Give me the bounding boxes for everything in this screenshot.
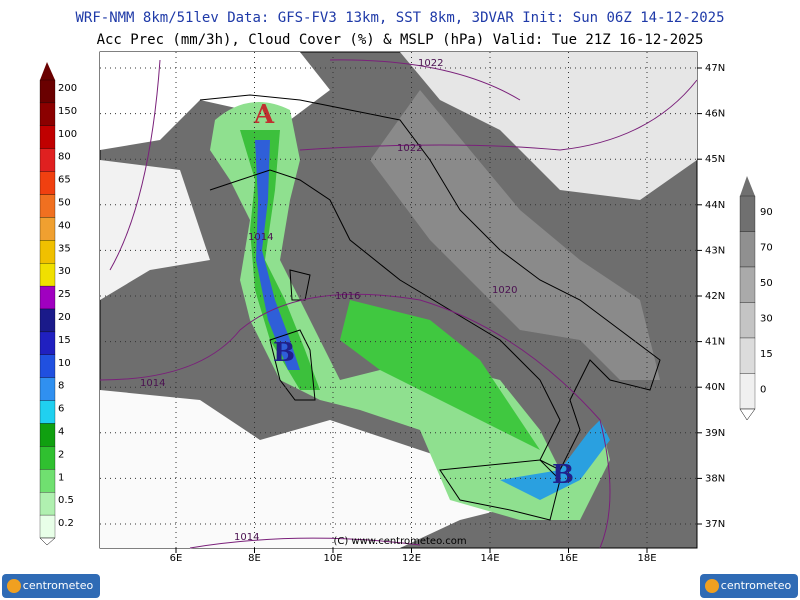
header-line: WRF-NMM 8km/51lev Data: GFS-FV3 13km, SS…: [75, 10, 724, 26]
colorbar-label: 10: [58, 358, 71, 369]
logo-text: centrometeo: [721, 579, 792, 592]
colorbar-label: 50: [58, 198, 71, 209]
lat-label: 46N: [705, 109, 725, 120]
colorbar-label: 200: [58, 83, 77, 94]
lat-label: 44N: [705, 200, 725, 211]
header-line: Acc Prec (mm/3h), Cloud Cover (%) & MSLP…: [97, 32, 704, 48]
isobar-label: 1014: [248, 232, 273, 243]
isobar-label: 1022: [397, 143, 422, 154]
cloudbar-tip: [740, 176, 755, 196]
cloudbar-cell: [739, 195, 756, 232]
cloudbar-label: 15: [760, 349, 773, 360]
isobar-label: 1014: [140, 378, 165, 389]
low-pressure: B: [552, 460, 574, 490]
lat-label: 38N: [705, 473, 725, 484]
lat-label: 43N: [705, 245, 725, 256]
colorbar-cell: [39, 423, 56, 447]
lon-label: 16E: [559, 553, 578, 564]
colorbar-cell: [39, 194, 56, 218]
cloudbar-cell: [739, 373, 756, 410]
colorbar-cell: [39, 377, 56, 401]
colorbar-cell: [39, 308, 56, 333]
colorbar-cell: [39, 354, 56, 378]
colorbar-label: 2: [58, 449, 64, 460]
cloudbar-tip: [739, 408, 756, 421]
colorbar-label: 25: [58, 289, 71, 300]
colorbar-label: 15: [58, 335, 71, 346]
lon-label: 12E: [402, 553, 421, 564]
colorbar-label: 80: [58, 152, 71, 163]
colorbar-cell: [39, 171, 56, 195]
lon-label: 8E: [248, 553, 261, 564]
cloudbar-cell: [739, 302, 756, 339]
cloudbar-label: 0: [760, 385, 766, 396]
colorbar-label: 0.2: [58, 518, 74, 529]
lon-label: 18E: [637, 553, 656, 564]
lat-label: 42N: [705, 291, 725, 302]
lat-label: 41N: [705, 337, 725, 348]
colorbar-cell: [39, 469, 56, 493]
colorbar-cell: [39, 492, 56, 516]
colorbar-label: 4: [58, 427, 64, 438]
colorbar-label: 0.5: [58, 495, 74, 506]
logo-text: centrometeo: [23, 579, 94, 592]
low-pressure: B: [273, 338, 295, 368]
lat-label: 45N: [705, 154, 725, 165]
lat-label: 37N: [705, 519, 725, 530]
cloudbar-label: 50: [760, 278, 773, 289]
colorbar-label: 6: [58, 404, 64, 415]
colorbar-cell: [39, 331, 56, 355]
logo[interactable]: centrometeo: [2, 574, 100, 598]
colorbar-label: 35: [58, 243, 71, 254]
lon-label: 10E: [323, 553, 342, 564]
cloudbar-label: 90: [760, 207, 773, 218]
colorbar-tip: [39, 537, 56, 546]
lon-label: 6E: [170, 553, 183, 564]
high-pressure: A: [253, 100, 275, 130]
cloudbar-label: 70: [760, 243, 773, 254]
colorbar-cell: [39, 285, 56, 310]
colorbar-cell: [39, 102, 56, 126]
colorbar-label: 1: [58, 472, 64, 483]
lat-label: 40N: [705, 382, 725, 393]
colorbar-label: 150: [58, 106, 77, 117]
colorbar-cell: [39, 446, 56, 470]
isobar-label: 1016: [335, 291, 360, 302]
colorbar-tip: [40, 62, 55, 80]
isobar-label: 1014: [234, 532, 259, 543]
colorbar-label: 30: [58, 266, 71, 277]
copyright: (C) www.centrometeo.com: [333, 536, 466, 547]
cloudbar-cell: [739, 337, 756, 374]
colorbar-label: 65: [58, 175, 71, 186]
colorbar-label: 8: [58, 381, 64, 392]
colorbar-label: 20: [58, 312, 71, 323]
lat-label: 39N: [705, 428, 725, 439]
map: 1022 1022 1020 1016 1014 1014 1014 A B B…: [99, 51, 698, 549]
colorbar-cell: [39, 125, 56, 149]
cloudbar-label: 30: [760, 314, 773, 325]
colorbar-label: 40: [58, 220, 71, 231]
isobar-label: 1022: [418, 58, 443, 69]
colorbar-cell: [39, 79, 56, 104]
colorbar-cell: [39, 514, 56, 539]
colorbar-cell: [39, 263, 56, 287]
cloudbar-cell: [739, 266, 756, 303]
cloudbar-cell: [739, 231, 756, 268]
lat-label: 47N: [705, 63, 725, 74]
isobar-label: 1020: [492, 285, 517, 296]
colorbar-label: 100: [58, 129, 77, 140]
colorbar-cell: [39, 217, 56, 241]
logo[interactable]: centrometeo: [700, 574, 798, 598]
colorbar-cell: [39, 400, 56, 424]
lon-label: 14E: [480, 553, 499, 564]
colorbar-cell: [39, 148, 56, 172]
colorbar-cell: [39, 240, 56, 264]
